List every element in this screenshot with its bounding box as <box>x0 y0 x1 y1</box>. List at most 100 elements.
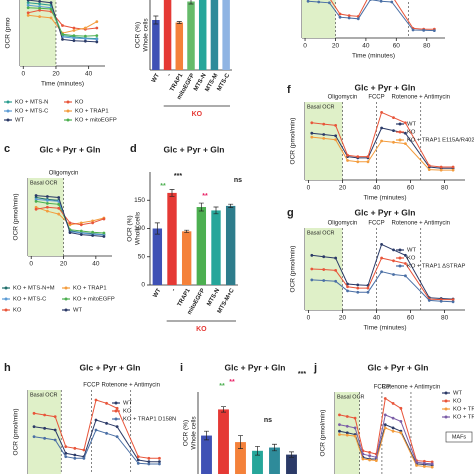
injection-label: Rotenone + Antimycin <box>101 383 160 389</box>
data-point <box>366 160 370 164</box>
data-point <box>439 299 443 303</box>
error-bar <box>289 451 294 458</box>
data-point <box>322 268 326 271</box>
data-point <box>411 28 415 32</box>
legend-label: KO + MTS-C <box>13 297 46 303</box>
significance-label: ** <box>219 383 225 390</box>
x-tick-label: 40 <box>362 43 370 50</box>
basal-label: Basal OCR <box>30 180 58 186</box>
data-point <box>368 458 372 462</box>
data-point <box>72 36 76 40</box>
data-point <box>392 248 395 252</box>
bar <box>152 228 163 285</box>
y-axis-label: OCR (pmol/min) <box>290 118 297 165</box>
x-tick-label: 20 <box>60 261 68 268</box>
chart-title: Glc + Pyr + Gln <box>355 207 416 217</box>
data-point <box>334 279 338 283</box>
error-bar <box>221 406 226 413</box>
chart-title: Glc + Pyr + Gln <box>80 362 141 372</box>
panel: d Glc + Pyr + Gln OCR (%) Whole cells 0 50 100… <box>127 143 242 333</box>
data-point <box>310 135 314 139</box>
data-point <box>379 0 383 3</box>
data-point <box>353 416 357 420</box>
legend-marker <box>6 109 10 113</box>
data-point <box>338 429 341 433</box>
series-line <box>311 271 454 303</box>
data-point <box>83 34 87 38</box>
data-point <box>83 39 87 43</box>
legend-marker <box>398 248 402 252</box>
data-point <box>26 0 30 2</box>
data-point <box>61 24 64 27</box>
data-point <box>356 286 360 290</box>
data-point <box>368 454 372 458</box>
chart-title: Glc + Pyr + Gln <box>164 144 225 154</box>
data-point <box>392 140 395 144</box>
legend-label: WT <box>453 391 462 397</box>
legend-marker <box>66 118 70 122</box>
series-line <box>311 136 454 171</box>
y-axis-label: Whole cells <box>135 211 142 245</box>
legend-marker <box>64 297 68 301</box>
data-point <box>94 398 98 402</box>
x-tick-label: 20 <box>339 315 347 322</box>
data-point <box>57 206 61 210</box>
data-point <box>95 40 99 44</box>
panel: g Glc + Pyr + Gln OCR (pmol/min) Basal OCR O… <box>287 207 466 332</box>
data-point <box>345 415 349 418</box>
group-label: KO <box>196 326 207 333</box>
data-point <box>404 262 407 265</box>
error-bar <box>169 189 175 197</box>
data-point <box>79 229 83 233</box>
data-point <box>32 411 36 415</box>
data-point <box>72 39 76 43</box>
data-point <box>399 406 403 410</box>
data-point <box>115 425 119 429</box>
injection-label: FCCP <box>368 95 384 101</box>
bar <box>181 231 192 285</box>
data-point <box>338 12 342 16</box>
legend-label: KO + TRAP1 D158N <box>123 417 176 423</box>
data-point <box>383 397 387 400</box>
group-label: KO <box>192 111 203 118</box>
basal-shade <box>28 178 64 256</box>
legend-label: KO + TRAP1 <box>453 407 474 413</box>
data-point <box>115 406 119 410</box>
x-tick-label: 40 <box>85 71 93 78</box>
data-point <box>346 289 349 293</box>
data-point <box>430 460 434 464</box>
legend-marker <box>66 100 70 104</box>
series-line <box>311 257 454 301</box>
data-point <box>366 290 370 294</box>
y-axis-label: OCR (%) <box>183 420 190 446</box>
data-point <box>380 139 383 143</box>
data-point <box>374 455 378 459</box>
data-point <box>353 434 357 438</box>
data-point <box>34 198 38 201</box>
error-bar <box>272 443 277 452</box>
data-point <box>338 433 341 436</box>
panel: c Glc + Pyr + Gln OCR (pmol/min) Basal OCR O… <box>2 143 115 314</box>
error-bar <box>213 206 219 215</box>
data-point <box>61 32 64 36</box>
data-point <box>79 223 83 227</box>
data-point <box>391 429 395 433</box>
legend-label: KO + mitoEGFP <box>75 118 117 124</box>
error-bar <box>153 15 159 25</box>
legend-label: KO + TRAP1 E115A <box>453 415 474 421</box>
data-point <box>383 423 387 427</box>
x-tick-label: 0 <box>307 185 311 192</box>
data-point <box>26 1 30 5</box>
data-point <box>32 435 36 439</box>
data-point <box>380 126 383 130</box>
series-line <box>311 127 454 169</box>
data-point <box>53 438 57 442</box>
data-point <box>422 465 426 468</box>
significance-label: *** <box>298 371 306 378</box>
legend-marker <box>64 308 68 312</box>
y-tick-label: 100 <box>134 225 145 232</box>
data-point <box>95 38 99 41</box>
data-point <box>430 465 434 469</box>
data-point <box>422 461 426 465</box>
data-point <box>158 462 161 466</box>
